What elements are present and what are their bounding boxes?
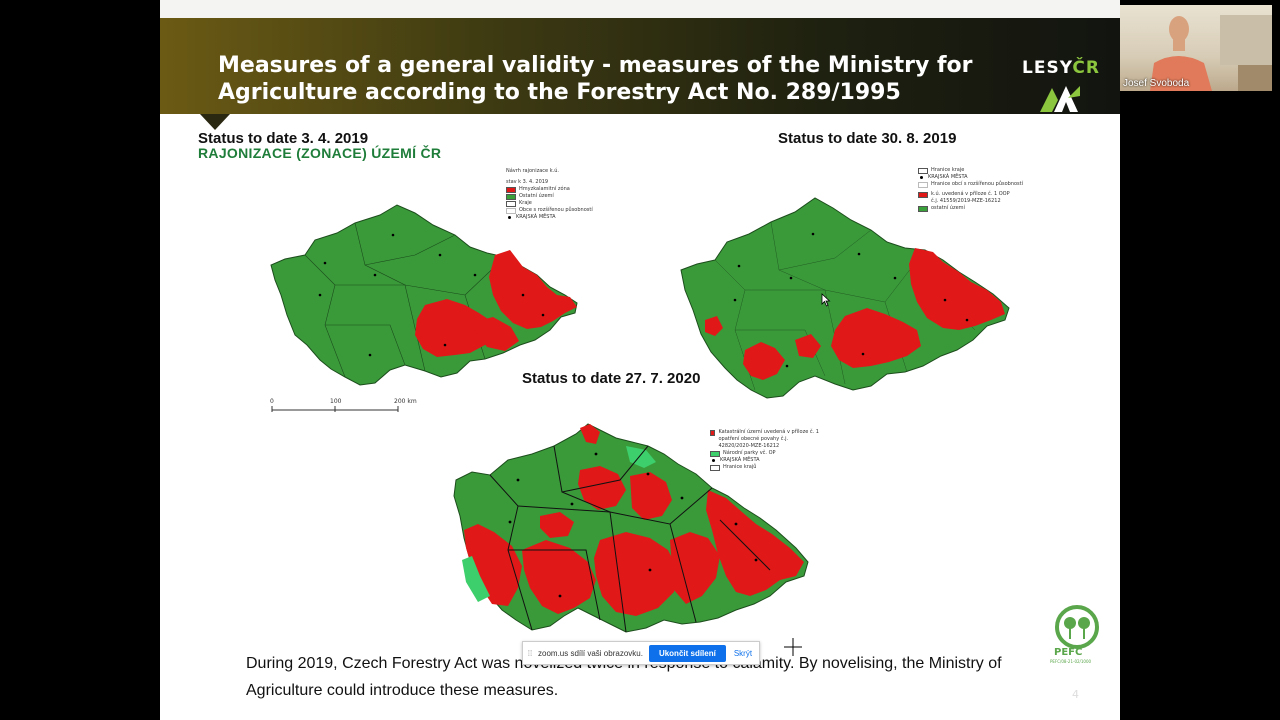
legend-item: Hmyzkalamitní zóna: [506, 186, 616, 193]
presentation-slide: Measures of a general validity - measure…: [160, 0, 1120, 720]
legend-label: Obce s rozšířenou působností: [519, 207, 593, 213]
slide-page-number: 4: [1072, 688, 1079, 701]
legend-label: Katastrální území uvedená v příloze č. 1…: [718, 429, 819, 449]
participant-video-thumbnail[interactable]: Josef Svoboda: [1120, 5, 1272, 91]
legend-dot-icon: [508, 216, 511, 219]
map1-legend-title: Návrh rajonizace k.ú.: [506, 168, 559, 174]
legend-label: Hranice kraje: [931, 167, 965, 173]
logo-text-accent: ČR: [1072, 58, 1100, 78]
map1-caption: Status to date 3. 4. 2019: [198, 130, 369, 147]
legend-item: Obce s rozšířenou působností: [506, 207, 616, 214]
legend-swatch: [918, 167, 928, 174]
pefc-tree-icon: [1055, 605, 1099, 649]
map3-legend: Katastrální území uvedená v příloze č. 1…: [710, 429, 820, 471]
legend-item: Katastrální území uvedená v příloze č. 1…: [710, 429, 820, 450]
legend-swatch: [918, 198, 928, 205]
map3-caption: Status to date 27. 7. 2020: [522, 370, 701, 387]
legend-item: k.ú. uvedená v příloze č. 1 OOP: [918, 191, 1038, 198]
lesy-cr-logo: LESYČR: [1022, 58, 1106, 114]
legend-item: KRAJSKÁ MĚSTA: [710, 457, 820, 464]
legend-label: Kraje: [519, 200, 532, 206]
legend-label: Hranice krajů: [723, 464, 757, 470]
legend-item: Hranice obcí s rozšířenou působností: [918, 181, 1038, 188]
legend-item: č.j. 41559/2019-MZE-16212: [918, 198, 1038, 205]
legend-item: Ostatní území: [506, 193, 616, 200]
pefc-label: PEFC: [1054, 647, 1083, 658]
logo-mountain-icon: [1040, 86, 1080, 112]
map1-legend-date: stav k 3. 4. 2019: [506, 179, 549, 185]
header-notch: [200, 114, 230, 130]
participant-avatar: [1150, 15, 1272, 91]
legend-item: Kraje: [506, 200, 616, 207]
legend-label: ostatní území: [931, 205, 965, 211]
slide-title: Measures of a general validity - measure…: [218, 53, 973, 105]
legend-swatch: [506, 186, 516, 193]
legend-label: Národní parky vč. OP: [723, 450, 776, 456]
legend-item: Národní parky vč. OP: [710, 450, 820, 457]
legend-swatch: [918, 181, 928, 188]
legend-dot-icon: [712, 459, 715, 462]
legend-dot-icon: [920, 176, 923, 179]
logo-text: LESYČR: [1022, 58, 1100, 78]
legend-item: KRAJSKÁ MĚSTA: [918, 174, 1038, 181]
crosshair-cursor-icon: [784, 638, 802, 656]
legend-label: KRAJSKÁ MĚSTA: [928, 174, 968, 180]
scale-label: 0: [270, 398, 274, 405]
pefc-sublabel: PEFC/08-21-02/1000: [1050, 659, 1092, 664]
map1-subtitle: RAJONIZACE (ZONACE) ÚZEMÍ ČR: [198, 145, 442, 161]
drag-handle-icon[interactable]: ⁞⁞: [527, 648, 533, 658]
logo-text-main: LESY: [1022, 58, 1073, 78]
map2-legend: Hranice kraje KRAJSKÁ MĚSTA Hranice obcí…: [918, 167, 1038, 212]
pefc-logo: PEFC PEFC/08-21-02/1000: [1048, 605, 1106, 667]
mouse-cursor-icon: [821, 293, 831, 307]
legend-item: KRAJSKÁ MĚSTA: [506, 214, 616, 221]
legend-label: KRAJSKÁ MĚSTA: [720, 457, 760, 463]
legend-swatch: [506, 200, 516, 207]
legend-label: č.j. 41559/2019-MZE-16212: [931, 198, 1001, 204]
legend-swatch: [918, 191, 928, 198]
map1-czech-2019-04: [270, 204, 578, 386]
share-status-text: zoom.us sdílí vaši obrazovku.: [538, 648, 643, 658]
legend-item: Hranice kraje: [918, 167, 1038, 174]
slide-top-strip: [160, 0, 1120, 18]
zoom-share-bar[interactable]: ⁞⁞ zoom.us sdílí vaši obrazovku. Ukončit…: [522, 641, 760, 665]
legend-label: Hranice obcí s rozšířenou působností: [931, 181, 1024, 187]
legend-swatch: [710, 450, 720, 457]
participant-name: Josef Svoboda: [1123, 78, 1190, 89]
map2-caption: Status to date 30. 8. 2019: [778, 130, 957, 147]
stop-sharing-button[interactable]: Ukončit sdílení: [648, 644, 726, 662]
map2-czech-2019-08: [680, 197, 1010, 399]
legend-item: ostatní území: [918, 205, 1038, 212]
map1-scalebar: 0 100 200 km: [270, 396, 420, 416]
map1-legend: Návrh rajonizace k.ú. stav k 3. 4. 2019 …: [506, 168, 616, 221]
legend-item: Hranice krajů: [710, 464, 820, 471]
legend-swatch: [506, 207, 516, 214]
scale-label: 200 km: [394, 398, 417, 405]
legend-label: Hmyzkalamitní zóna: [519, 186, 570, 192]
legend-swatch: [710, 464, 720, 471]
legend-label: k.ú. uvedená v příloze č. 1 OOP: [931, 191, 1010, 197]
slide-header-banner: Measures of a general validity - measure…: [160, 18, 1120, 114]
scale-label: 100: [330, 398, 342, 405]
legend-swatch: [506, 193, 516, 200]
map3-czech-2020-07: [453, 423, 809, 633]
legend-swatch: [918, 205, 928, 212]
scalebar-line: [271, 406, 399, 412]
hide-bar-button[interactable]: Skrýt: [733, 648, 753, 658]
legend-label: Ostatní území: [519, 193, 554, 199]
legend-label: KRAJSKÁ MĚSTA: [516, 214, 556, 220]
legend-swatch: [710, 430, 716, 436]
